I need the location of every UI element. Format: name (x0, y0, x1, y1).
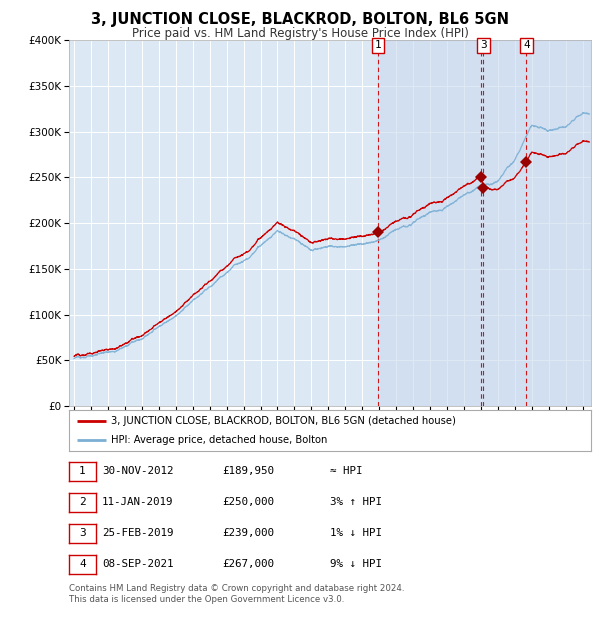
Text: Price paid vs. HM Land Registry's House Price Index (HPI): Price paid vs. HM Land Registry's House … (131, 27, 469, 40)
Text: HPI: Average price, detached house, Bolton: HPI: Average price, detached house, Bolt… (111, 435, 327, 445)
Text: 3: 3 (79, 528, 86, 538)
Text: 1: 1 (79, 466, 86, 476)
Text: 2: 2 (79, 497, 86, 507)
Text: Contains HM Land Registry data © Crown copyright and database right 2024.: Contains HM Land Registry data © Crown c… (69, 584, 404, 593)
Text: £250,000: £250,000 (222, 497, 274, 507)
Text: 25-FEB-2019: 25-FEB-2019 (102, 528, 173, 538)
Text: 1: 1 (374, 40, 381, 50)
Text: ≈ HPI: ≈ HPI (330, 466, 362, 476)
Text: 30-NOV-2012: 30-NOV-2012 (102, 466, 173, 476)
Text: This data is licensed under the Open Government Licence v3.0.: This data is licensed under the Open Gov… (69, 595, 344, 604)
Text: 4: 4 (523, 40, 530, 50)
Text: 08-SEP-2021: 08-SEP-2021 (102, 559, 173, 569)
Text: 11-JAN-2019: 11-JAN-2019 (102, 497, 173, 507)
Text: 3, JUNCTION CLOSE, BLACKROD, BOLTON, BL6 5GN: 3, JUNCTION CLOSE, BLACKROD, BOLTON, BL6… (91, 12, 509, 27)
Text: 3% ↑ HPI: 3% ↑ HPI (330, 497, 382, 507)
Text: 1% ↓ HPI: 1% ↓ HPI (330, 528, 382, 538)
Text: £239,000: £239,000 (222, 528, 274, 538)
Text: 4: 4 (79, 559, 86, 569)
Text: 3, JUNCTION CLOSE, BLACKROD, BOLTON, BL6 5GN (detached house): 3, JUNCTION CLOSE, BLACKROD, BOLTON, BL6… (111, 416, 455, 427)
Text: 9% ↓ HPI: 9% ↓ HPI (330, 559, 382, 569)
Text: £267,000: £267,000 (222, 559, 274, 569)
Bar (378, 40, 591, 406)
Text: £189,950: £189,950 (222, 466, 274, 476)
Text: 3: 3 (480, 40, 487, 50)
